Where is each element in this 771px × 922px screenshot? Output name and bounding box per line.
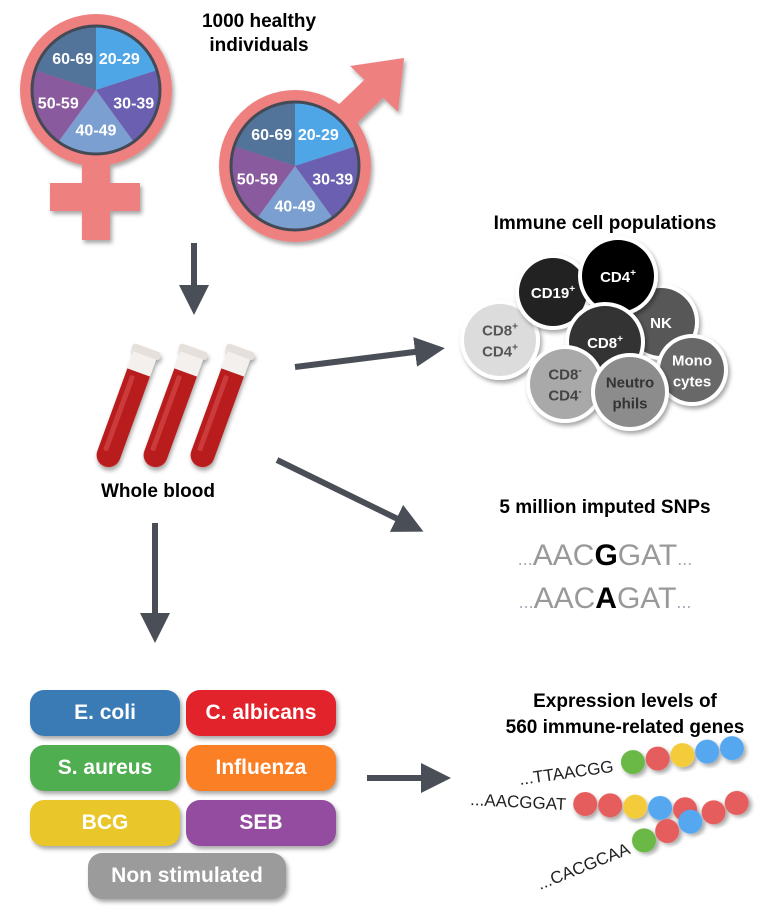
stimulus-influenza: Influenza bbox=[186, 745, 336, 791]
expression-bead-red bbox=[724, 790, 749, 815]
pie-slice-30-39 bbox=[96, 70, 161, 142]
expression-bead-red bbox=[701, 800, 726, 825]
stimulus-c-albicans: C. albicans bbox=[186, 690, 336, 736]
expression-title-line-1: Expression levels of bbox=[533, 691, 717, 712]
expression-bead-red bbox=[645, 746, 670, 771]
immune-cell-label: Mono bbox=[672, 353, 712, 370]
expression-bead-blue bbox=[719, 736, 744, 761]
sequence-text: ...TTAACGG bbox=[518, 757, 615, 789]
pie-slice-50-59 bbox=[32, 70, 96, 142]
blood-tube bbox=[190, 343, 255, 468]
immune-cell-label: CD8+ bbox=[587, 334, 623, 352]
immune-cell: CD4+ bbox=[578, 236, 658, 316]
immune-cell: Mono cytes bbox=[656, 334, 728, 406]
arrows bbox=[140, 243, 451, 793]
expression-bead-blue bbox=[678, 809, 703, 834]
sequence-text: ...AACGGAT bbox=[470, 790, 567, 814]
pie-label: 20-29 bbox=[298, 127, 339, 144]
expression-bead-green bbox=[620, 750, 645, 775]
expression-bead-red bbox=[655, 819, 680, 844]
expression-bead-red bbox=[573, 792, 598, 817]
snp-row: ...AACAGAT... bbox=[519, 582, 692, 615]
expression-bead-yellow bbox=[670, 743, 695, 768]
sequence-text: ...CACGCAA bbox=[534, 839, 633, 894]
immune-cell-label: CD19+ bbox=[531, 284, 575, 302]
expression-bead-green bbox=[632, 828, 657, 853]
immune-cell-label: Neutro bbox=[606, 375, 654, 392]
expression-sequence: ...CACGCAA bbox=[530, 790, 771, 897]
stimulus-bcg: BCG bbox=[30, 800, 180, 846]
male-age-pie: 20-29 30-39 40-49 50-59 60-69 bbox=[229, 100, 361, 232]
pie-slice-60-69 bbox=[35, 26, 96, 90]
pie-label: 20-29 bbox=[99, 51, 140, 68]
title-line-1: 1000 healthy bbox=[202, 11, 316, 32]
expression-sequences: ...TTAACGG...AACGGAT ...CACGCAA bbox=[459, 736, 771, 897]
pie-slice-20-29 bbox=[295, 102, 356, 166]
immune-cell: CD8- CD4- bbox=[526, 345, 604, 423]
immune-cell-label: CD8+ bbox=[482, 322, 518, 340]
stimulus-non-stimulated: Non stimulated bbox=[88, 853, 286, 899]
pie-label: 30-39 bbox=[113, 95, 154, 112]
expression-bead-blue bbox=[648, 795, 673, 820]
pie-label: 50-59 bbox=[237, 171, 278, 188]
immune-cell: CD19+ bbox=[515, 254, 591, 330]
pie-label: 60-69 bbox=[52, 51, 93, 68]
expression-bead-red bbox=[598, 793, 623, 818]
whole-blood-label: Whole blood bbox=[101, 481, 215, 502]
snp-allele: G bbox=[594, 539, 617, 572]
pie-slice-30-39 bbox=[295, 146, 359, 218]
pie-label: 50-59 bbox=[38, 95, 79, 112]
snps-title: 5 million imputed SNPs bbox=[499, 497, 710, 518]
expression-bead-yellow bbox=[623, 794, 648, 819]
expression-title-line-2: 560 immune-related genes bbox=[506, 717, 745, 738]
pie-slice-20-29 bbox=[96, 26, 157, 90]
arrow-to-snps bbox=[275, 457, 424, 532]
immune-cell-label: CD4- bbox=[548, 387, 581, 405]
snp-row: ...AACGGAT... bbox=[518, 539, 693, 572]
title-line-2: individuals bbox=[209, 35, 308, 56]
stimulus-seb: SEB bbox=[186, 800, 336, 846]
blood-tube bbox=[143, 343, 208, 468]
expression-bead-blue bbox=[695, 739, 720, 764]
female-age-pie: 20-29 30-39 40-49 50-59 60-69 bbox=[30, 24, 162, 156]
immune-cell-cluster: CD8+ CD4+ CD19+ NK CD4+ CD8+ CD8- CD4- Mono cytes… bbox=[460, 236, 728, 431]
pie-label: 30-39 bbox=[312, 171, 353, 188]
pie-label: 40-49 bbox=[76, 123, 117, 140]
immune-cell-label: CD8- bbox=[548, 366, 581, 384]
stimulus-s-aureus: S. aureus bbox=[30, 745, 180, 791]
snp-allele: A bbox=[595, 582, 617, 615]
pie-outline bbox=[30, 24, 162, 156]
blood-tubes bbox=[96, 343, 255, 468]
pie-slice-60-69 bbox=[234, 102, 295, 166]
pie-outline bbox=[229, 100, 361, 232]
immune-cell: Neutro phils bbox=[591, 353, 669, 431]
immune-cell-label: phils bbox=[612, 396, 647, 413]
immune-title: Immune cell populations bbox=[494, 213, 717, 234]
pie-slice-40-49 bbox=[257, 166, 333, 231]
immune-cell-label: CD4+ bbox=[482, 343, 518, 361]
snp-sequences: ...AACGGAT... ...AACAGAT... bbox=[518, 539, 693, 615]
pie-slice-50-59 bbox=[231, 146, 295, 218]
arrow-to-immune-cells bbox=[294, 336, 445, 370]
immune-cell-label: CD4+ bbox=[600, 268, 636, 286]
immune-cell-label: cytes bbox=[673, 374, 711, 391]
pie-label: 40-49 bbox=[275, 199, 316, 216]
pie-label: 60-69 bbox=[251, 127, 292, 144]
blood-tube bbox=[96, 343, 161, 468]
stimulus-e-coli: E. coli bbox=[30, 690, 180, 736]
immune-cell-label: NK bbox=[650, 315, 672, 332]
immune-cell: CD8+ CD4+ bbox=[460, 300, 540, 380]
expression-sequence: ...TTAACGG bbox=[510, 736, 771, 790]
pie-slice-40-49 bbox=[58, 90, 134, 155]
